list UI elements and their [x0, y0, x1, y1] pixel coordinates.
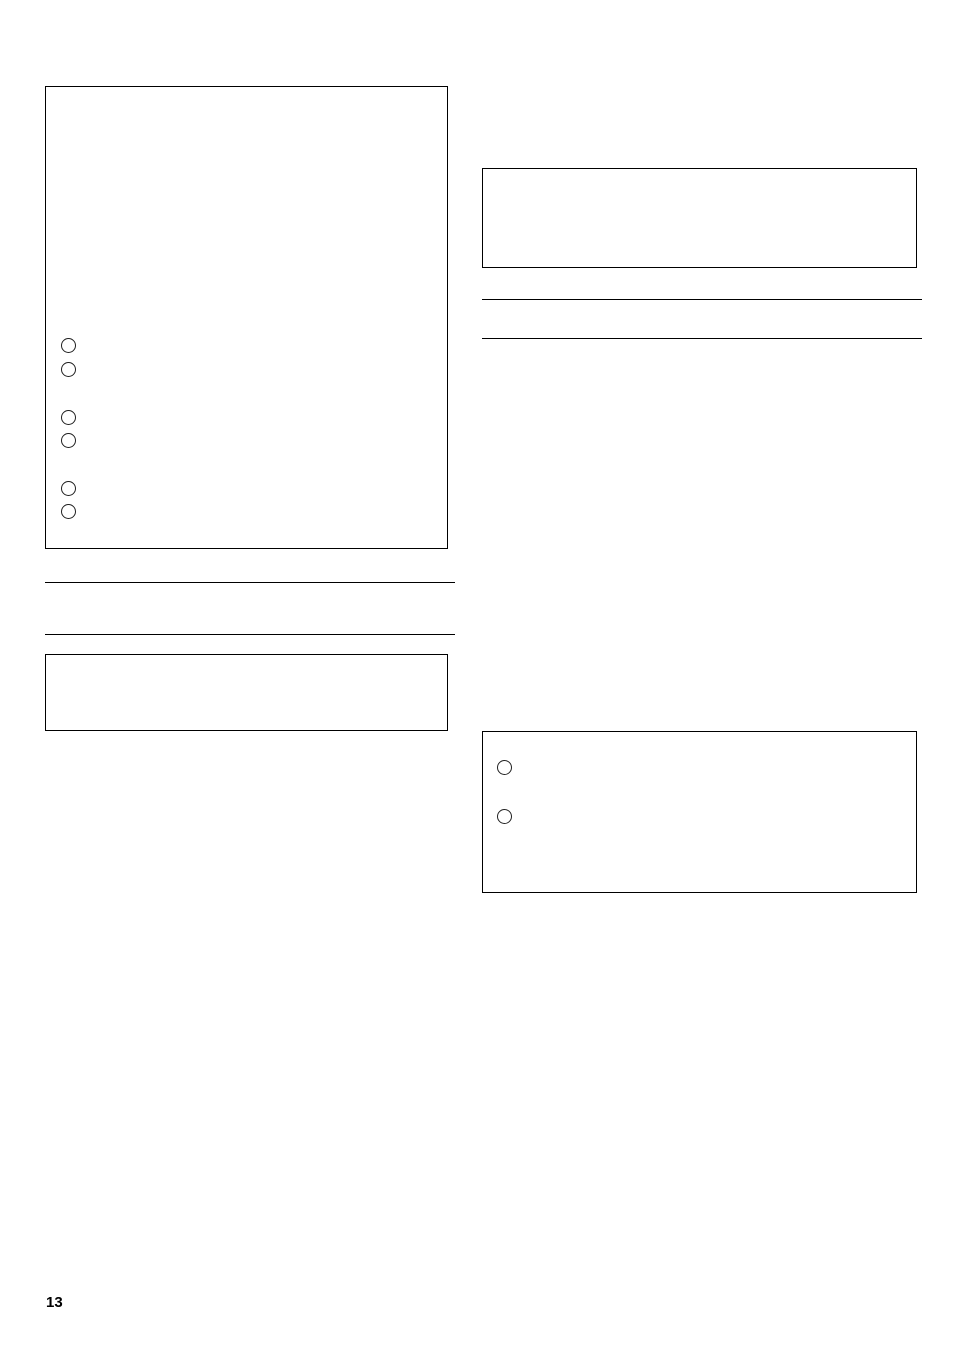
- radio-left-g2-opt1[interactable]: [61, 410, 76, 425]
- radio-left-g1-opt2[interactable]: [61, 362, 76, 377]
- page-number: 13: [46, 1294, 63, 1311]
- radio-left-g1-opt1[interactable]: [61, 338, 76, 353]
- right-input-box[interactable]: [482, 168, 917, 268]
- left-main-panel: [45, 86, 448, 549]
- left-divider-2: [45, 634, 455, 635]
- radio-right-opt2[interactable]: [497, 809, 512, 824]
- right-divider-2: [482, 338, 922, 339]
- radio-left-g3-opt2[interactable]: [61, 504, 76, 519]
- form-page: 13: [0, 0, 954, 1352]
- radio-left-g2-opt2[interactable]: [61, 433, 76, 448]
- radio-right-opt1[interactable]: [497, 760, 512, 775]
- right-options-panel: [482, 731, 917, 893]
- radio-left-g3-opt1[interactable]: [61, 481, 76, 496]
- left-divider-1: [45, 582, 455, 583]
- right-divider-1: [482, 299, 922, 300]
- left-input-box[interactable]: [45, 654, 448, 731]
